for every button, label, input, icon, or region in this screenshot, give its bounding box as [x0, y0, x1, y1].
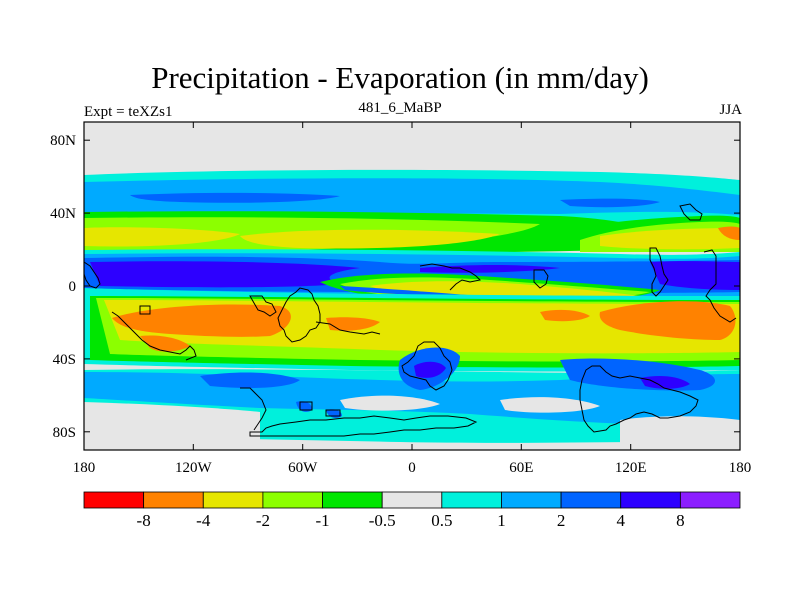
coastline-asia-islands	[679, 203, 703, 221]
coastline-australia	[579, 365, 699, 433]
colorbar-label: -2	[256, 511, 270, 530]
lon-label: 60E	[509, 460, 533, 476]
field-sh-violet-blob	[414, 361, 446, 378]
lat-label: 80N	[50, 133, 76, 149]
season-label: JJA	[719, 102, 742, 118]
colorbar-swatch	[143, 491, 204, 509]
field-sh-grey-south-3	[500, 397, 600, 413]
lon-label: 60W	[288, 460, 318, 476]
coastline-pacific-islands	[139, 305, 151, 315]
colorbar-label: -8	[137, 511, 151, 530]
lat-label: 40N	[50, 206, 76, 222]
axis-ticks	[83, 122, 741, 450]
field-nh-yellow-blob-1	[84, 227, 240, 247]
time-label: 481_6_MaBP	[358, 100, 442, 116]
colorbar-swatch	[83, 491, 145, 509]
colorbar-label: 0.5	[431, 511, 452, 530]
field-sh-grey-south-4	[620, 416, 740, 446]
field-eq-violet-band	[90, 261, 360, 288]
colorbar-label: 1	[497, 511, 506, 530]
lat-label: 40S	[53, 352, 76, 368]
lon-label: 0	[408, 460, 416, 476]
coastline-africa	[419, 263, 482, 291]
field-sh-orange-atlantic	[326, 317, 380, 331]
coastline-south-america	[277, 287, 321, 343]
field-sh-orange-indian-2	[540, 309, 590, 322]
field-sh-blue-belt	[200, 372, 300, 388]
field-eq-violet-east	[650, 261, 740, 290]
colorbar-label: -1	[315, 511, 329, 530]
colorbar	[83, 491, 741, 509]
field-eq-violet-central	[420, 265, 560, 273]
colorbar-swatch	[202, 491, 264, 509]
colorbar-label: -0.5	[369, 511, 396, 530]
colorbar-swatch	[679, 491, 741, 509]
field-nh-blue-streak	[130, 192, 340, 203]
lon-label: 120E	[615, 460, 647, 476]
lon-label: 180	[73, 460, 96, 476]
coastline-asia-east	[649, 247, 669, 297]
colorbar-label: 4	[616, 511, 625, 530]
coastline-west-pacific-arc	[111, 311, 197, 361]
lat-label: 80S	[53, 425, 76, 441]
field-nh-yellow-blob-2	[240, 229, 500, 249]
field-sh-grey-south-2	[340, 395, 440, 411]
map-title: Precipitation - Evaporation (in mm/day)	[151, 60, 649, 95]
colorbar-label: 2	[557, 511, 566, 530]
lon-label: 120W	[175, 460, 213, 476]
colorbar-swatch	[501, 491, 562, 509]
longitude-labels: 180 120W 60W 0 60E 120E 180	[73, 460, 752, 476]
field-nh-yellow-blob-east	[600, 228, 740, 250]
field-nh-blue-streak-2	[560, 198, 660, 208]
field-sh-orange-pacific-2	[140, 335, 190, 352]
coastline-nw-pacific	[84, 261, 101, 289]
coastline-atlantic-shelf	[315, 321, 381, 335]
colorbar-labels: -8 -4 -2 -1 -0.5 0.5 1 2 4 8	[137, 511, 685, 530]
colorbar-swatch	[381, 491, 443, 509]
lon-label: 180	[729, 460, 752, 476]
colorbar-swatch	[620, 491, 681, 509]
colorbar-swatch	[441, 491, 502, 509]
coastline-antarctic-peninsula	[240, 387, 267, 431]
field-sh-grey-south	[84, 402, 260, 446]
field-sh-orange-indian	[599, 301, 736, 340]
colorbar-label: 8	[676, 511, 685, 530]
field-sh-violet-east	[640, 376, 690, 389]
colorbar-swatch	[560, 491, 622, 509]
colorbar-label: -4	[196, 511, 211, 530]
precip-evap-field	[84, 122, 740, 450]
coastline-central-america	[249, 295, 277, 317]
coastline-india	[533, 269, 549, 289]
experiment-label: Expt = teXZs1	[84, 104, 173, 120]
coastline-antarctica	[249, 415, 478, 437]
colorbar-swatch	[322, 491, 383, 509]
coastline-asia-coast	[703, 249, 737, 323]
coastline-africa-south	[401, 341, 453, 391]
field-sh-orange-pacific	[112, 304, 291, 337]
field-eq-blue-tongue	[340, 286, 480, 296]
colorbar-swatch	[262, 491, 323, 509]
coastline-southern-islands-2	[325, 409, 341, 417]
lat-label: 0	[69, 279, 77, 295]
coastline-outlines	[84, 203, 737, 437]
latitude-labels: 80N 40N 0 40S 80S	[50, 133, 76, 441]
coastline-southern-islands	[299, 401, 313, 411]
field-nh-orange-east	[718, 226, 740, 240]
